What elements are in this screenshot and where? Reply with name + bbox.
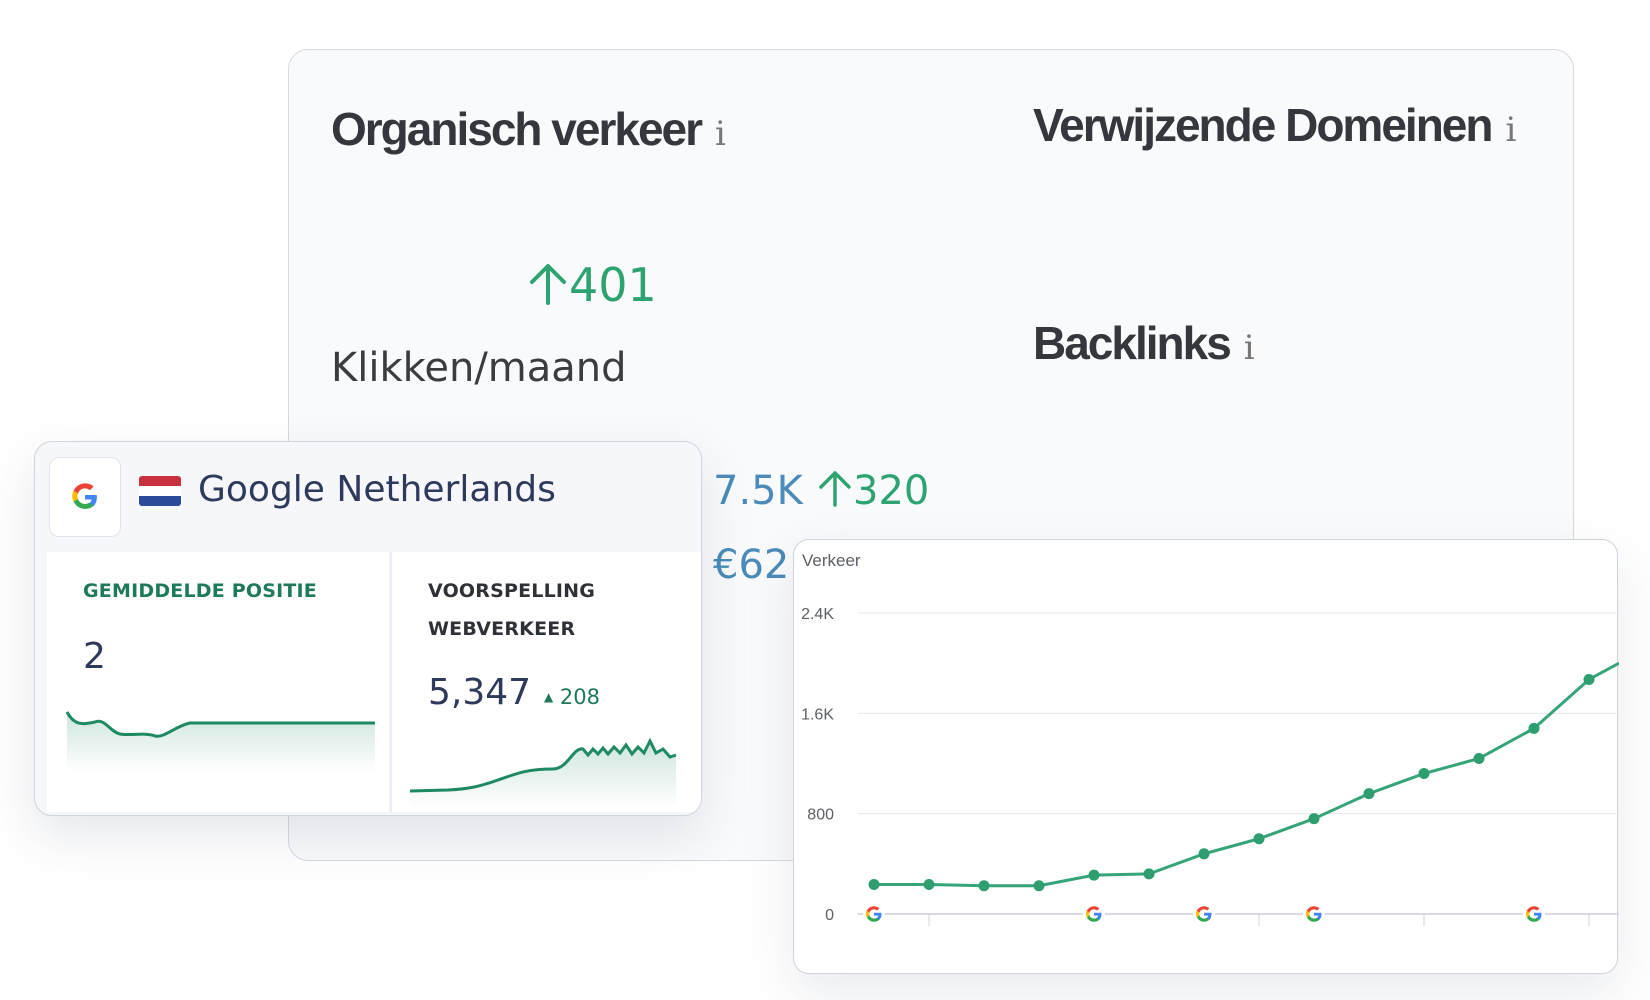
traffic-delta: 320	[817, 468, 929, 514]
info-icon[interactable]: i	[1243, 328, 1255, 368]
organic-delta: 401	[527, 258, 657, 312]
average-position-value: 2	[83, 636, 106, 677]
position-sparkline	[65, 711, 375, 772]
data-point[interactable]	[1418, 768, 1430, 780]
data-point[interactable]	[1143, 868, 1155, 880]
data-point[interactable]	[1363, 788, 1375, 800]
organic-traffic-title: Organisch verkeer i	[331, 103, 726, 155]
series-line	[874, 661, 1620, 888]
arrow-up-icon	[530, 264, 566, 305]
search-engine-title: Google Netherlands	[198, 469, 556, 510]
forecast-sparkline	[409, 737, 677, 807]
data-point[interactable]	[1198, 848, 1210, 860]
y-axis-label: Verkeer	[802, 551, 861, 570]
backlinks-title: Backlinks i	[1033, 317, 1255, 369]
referring-domains-title: Verwijzende Domeinen i	[1033, 99, 1517, 151]
arrow-up-icon	[819, 471, 851, 507]
google-update-marker-icon[interactable]	[863, 903, 885, 925]
average-position-pane: GEMIDDELDE POSITIE 2	[47, 552, 389, 812]
data-point[interactable]	[1528, 722, 1540, 734]
y-tick-label: 2.4K	[801, 606, 834, 623]
traffic-forecast-pane: VOORSPELLING WEBVERKEER 5,347 ▲ 208	[392, 552, 701, 812]
data-point[interactable]	[1088, 869, 1100, 881]
traffic-cost-value: €62	[713, 542, 790, 588]
traffic-forecast-delta: ▲ 208	[544, 685, 601, 709]
data-point[interactable]	[978, 880, 990, 892]
y-tick-label: 800	[807, 807, 834, 824]
google-update-marker-icon[interactable]	[1303, 903, 1325, 925]
traffic-value: 7.5K	[713, 468, 803, 514]
netherlands-flag-icon	[139, 476, 181, 506]
info-icon[interactable]: i	[715, 114, 726, 154]
google-icon	[72, 483, 97, 509]
traffic-line-chart: Verkeer 2.4K 1.6K 800 0	[801, 551, 1620, 926]
data-point[interactable]	[868, 879, 880, 891]
google-update-marker-icon[interactable]	[1193, 903, 1215, 925]
google-netherlands-card: Google Netherlands GEMIDDELDE POSITIE 2 …	[34, 441, 702, 816]
traffic-chart-card: Verkeer 2.4K 1.6K 800 0	[793, 539, 1620, 974]
google-update-marker-icon[interactable]	[1523, 903, 1545, 925]
data-point[interactable]	[1253, 833, 1265, 845]
average-position-label: GEMIDDELDE POSITIE	[83, 580, 317, 602]
traffic-forecast-label: VOORSPELLING WEBVERKEER	[428, 580, 596, 640]
data-point[interactable]	[1473, 752, 1485, 764]
info-icon[interactable]: i	[1505, 110, 1517, 150]
data-point[interactable]	[1308, 813, 1320, 825]
traffic-forecast-value: 5,347	[428, 672, 532, 713]
data-point[interactable]	[1033, 880, 1045, 892]
data-point[interactable]	[1583, 673, 1595, 685]
triangle-up-icon: ▲	[544, 690, 554, 704]
clicks-per-month-label: Klikken/maand	[331, 345, 627, 391]
y-tick-label: 0	[825, 907, 834, 924]
data-point[interactable]	[923, 879, 935, 891]
google-update-marker-icon[interactable]	[1083, 903, 1105, 925]
google-logo-box	[49, 457, 121, 537]
y-tick-label: 1.6K	[801, 706, 834, 723]
